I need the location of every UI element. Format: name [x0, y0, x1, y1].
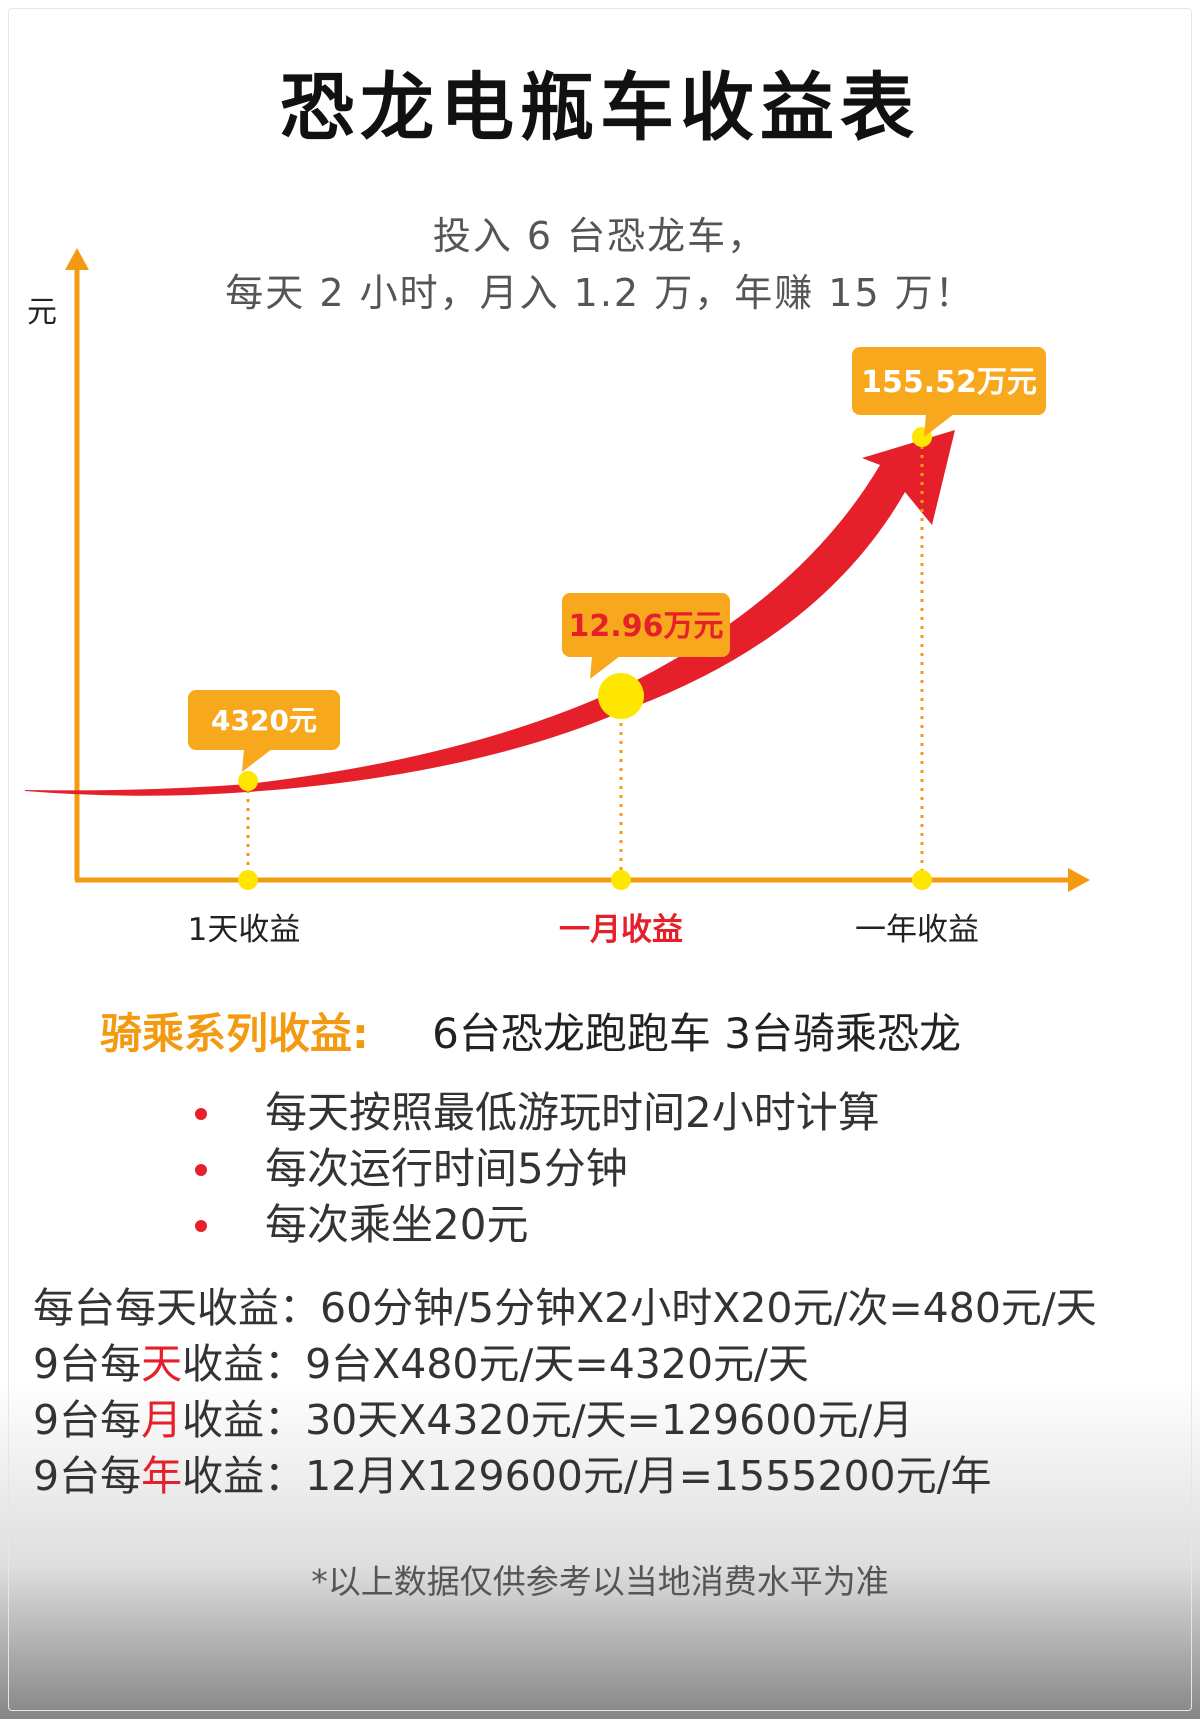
calc-highlight: 天 — [141, 1340, 183, 1388]
subtitle-line-2: 每天 2 小时，月入 1.2 万，年赚 15 万！ — [225, 271, 975, 315]
data-label: 155.52万元 — [861, 365, 1037, 400]
callout-pointer — [590, 656, 620, 679]
revenue-chart: 元 4320元 12.96万元 155.52万元 1天收益 一月收益 一年收益 — [25, 248, 1090, 948]
calculation-list: 每台每天收益：60分钟/5分钟X2小时X20元/次=480元/天 9台每天收益：… — [33, 1280, 1097, 1504]
calc-suffix: 收益： — [182, 1396, 306, 1444]
page-title: 恐龙电瓶车收益表 — [280, 65, 920, 151]
series-row: 骑乘系列收益: 6台恐龙跑跑车 3台骑乘恐龙 — [100, 1000, 961, 1061]
list-item: 每天按照最低游玩时间2小时计算 — [195, 1085, 880, 1141]
calc-suffix: 收益： — [182, 1452, 306, 1500]
calc-formula: 30天X4320元/天=129600元/月 — [305, 1396, 914, 1444]
callout-box — [852, 347, 1046, 415]
callout-pointer — [242, 749, 272, 772]
callout-pointer — [924, 414, 954, 437]
calc-prefix: 9台每 — [33, 1340, 142, 1388]
bullet-text: 每次运行时间5分钟 — [265, 1144, 628, 1193]
series-label: 骑乘系列收益: — [100, 1009, 369, 1058]
y-axis-label: 元 — [27, 295, 57, 330]
calc-row: 9台每天收益：9台X480元/天=4320元/天 — [33, 1336, 1097, 1392]
axis-marker — [912, 870, 932, 890]
x-tick-label: 一月收益 — [559, 912, 683, 948]
data-point — [598, 673, 644, 719]
x-tick-label: 一年收益 — [855, 912, 979, 948]
calc-suffix: 收益： — [182, 1340, 306, 1388]
bullet-list: 每天按照最低游玩时间2小时计算 每次运行时间5分钟 每次乘坐20元 — [195, 1085, 880, 1253]
calc-prefix: 9台每 — [33, 1452, 142, 1500]
x-axis-arrow — [1068, 868, 1090, 892]
calc-prefix: 每台每天收益： — [33, 1284, 320, 1332]
list-item: 每次乘坐20元 — [195, 1197, 880, 1253]
bullet-dot — [195, 1220, 207, 1232]
footnote: *以上数据仅供参考以当地消费水平为准 — [311, 1562, 889, 1601]
callout-box — [562, 593, 730, 657]
subtitle-line-1: 投入 6 台恐龙车， — [432, 214, 768, 258]
y-axis-arrow — [65, 248, 89, 270]
bullet-dot — [195, 1108, 207, 1120]
series-value: 6台恐龙跑跑车 3台骑乘恐龙 — [432, 1009, 961, 1058]
bottom-fade — [0, 1380, 1200, 1719]
bullet-text: 每次乘坐20元 — [265, 1200, 529, 1249]
page-frame — [8, 8, 1192, 1711]
calc-row: 9台每月收益：30天X4320元/天=129600元/月 — [33, 1392, 1097, 1448]
calc-formula: 9台X480元/天=4320元/天 — [305, 1340, 809, 1388]
axis-marker — [611, 870, 631, 890]
calc-formula: 60分钟/5分钟X2小时X20元/次=480元/天 — [320, 1284, 1097, 1332]
data-label: 4320元 — [211, 704, 317, 737]
calc-prefix: 9台每 — [33, 1396, 142, 1444]
calc-row: 9台每年收益：12月X129600元/月=1555200元/年 — [33, 1448, 1097, 1504]
axis-marker — [238, 870, 258, 890]
data-label: 12.96万元 — [569, 609, 724, 644]
callout-box — [188, 690, 340, 750]
bullet-dot — [195, 1164, 207, 1176]
calc-highlight: 月 — [141, 1396, 183, 1444]
x-tick-label: 1天收益 — [188, 912, 301, 948]
calc-highlight: 年 — [141, 1452, 183, 1500]
calc-row: 每台每天收益：60分钟/5分钟X2小时X20元/次=480元/天 — [33, 1280, 1097, 1336]
bullet-text: 每天按照最低游玩时间2小时计算 — [265, 1088, 880, 1137]
list-item: 每次运行时间5分钟 — [195, 1141, 880, 1197]
data-point — [238, 771, 258, 791]
growth-curve — [25, 430, 955, 796]
calc-formula: 12月X129600元/月=1555200元/年 — [305, 1452, 992, 1500]
